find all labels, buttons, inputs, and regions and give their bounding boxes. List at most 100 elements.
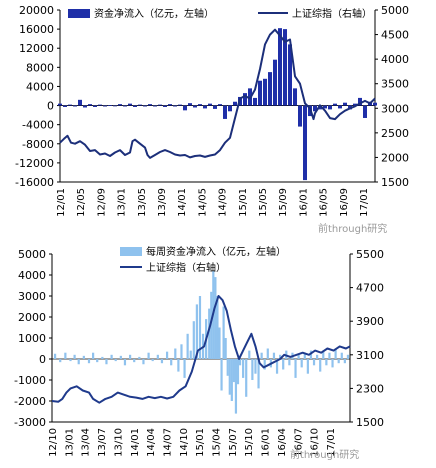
legend-bar-swatch (120, 247, 142, 256)
bar (272, 352, 276, 359)
bar (309, 350, 313, 359)
bar (220, 359, 223, 391)
bar (183, 359, 186, 378)
bar (188, 103, 192, 106)
bar (373, 102, 377, 106)
bar (283, 29, 287, 106)
bar (193, 105, 197, 108)
right-tick-label: 5000 (381, 4, 409, 17)
bar (258, 80, 262, 106)
right-tick-label: 4700 (356, 282, 384, 295)
bar (170, 359, 173, 366)
left-tick-label: 12000 (19, 42, 54, 55)
bar (118, 104, 122, 106)
bar (158, 104, 162, 106)
x-tick-label: 16/05 (319, 188, 330, 217)
x-tick-label: 17/01 (326, 428, 337, 457)
x-tick-label: 12/10 (48, 428, 59, 457)
bar (228, 359, 231, 395)
bar (186, 333, 189, 359)
bar (208, 103, 212, 106)
bar (224, 338, 227, 359)
x-tick-label: 13/01 (64, 428, 75, 457)
left-tick-label: 0 (47, 100, 54, 113)
bar (278, 28, 282, 106)
bar (222, 306, 225, 359)
x-tick-label: 16/10 (310, 428, 321, 457)
bar (177, 359, 180, 372)
bar (63, 105, 67, 107)
left-tick-label: 16000 (19, 23, 54, 36)
bar (138, 104, 142, 106)
bar (210, 291, 213, 359)
bar (69, 359, 72, 362)
x-tick-label: 16/09 (339, 188, 350, 217)
bar (318, 105, 322, 110)
bar (88, 104, 92, 106)
index-line (59, 28, 376, 159)
bar (243, 93, 247, 106)
legend-line-label: 上证综指（右轴） (292, 7, 372, 20)
bar (105, 359, 108, 365)
x-tick-label: 14/07 (162, 428, 173, 457)
bar (245, 359, 248, 397)
bar (128, 354, 132, 359)
bar (133, 359, 136, 363)
bar (189, 350, 192, 359)
bar (87, 359, 91, 364)
bar (68, 104, 72, 106)
bar (213, 105, 217, 109)
bar (333, 103, 337, 106)
right-tick-label: 3100 (356, 349, 384, 362)
x-tick-label: 12/09 (96, 188, 107, 217)
left-tick-label: 4000 (18, 269, 46, 282)
bar (312, 359, 316, 366)
bar (288, 359, 291, 366)
x-tick-label: 15/09 (278, 188, 289, 217)
x-tick-label: 13/09 (157, 188, 168, 217)
bar (214, 277, 217, 359)
bar (223, 105, 227, 119)
x-tick-label: 15/07 (228, 428, 239, 457)
legend-bar-swatch (68, 9, 90, 18)
bar (363, 105, 367, 118)
bar (208, 308, 211, 359)
bar (58, 103, 62, 106)
left-tick-label: -3000 (14, 416, 46, 429)
bar (92, 352, 95, 359)
bar (133, 105, 137, 107)
left-tick-label: -8000 (22, 138, 54, 151)
x-tick-label: 15/10 (244, 428, 255, 457)
bar (195, 304, 198, 359)
bar (251, 359, 254, 380)
x-tick-label: 13/07 (97, 428, 108, 457)
bar (119, 355, 122, 359)
bar (143, 105, 147, 107)
bar (113, 105, 117, 107)
bar (334, 348, 337, 359)
bar (73, 354, 76, 359)
bar (108, 105, 112, 106)
bar (218, 327, 221, 359)
bar (64, 352, 67, 359)
left-tick-label: -2000 (14, 395, 46, 408)
bar (148, 104, 152, 106)
x-tick-label: 14/04 (146, 428, 157, 457)
x-tick-label: 14/10 (179, 428, 190, 457)
bar-series (53, 270, 350, 414)
bar (163, 105, 167, 107)
bar (101, 356, 104, 359)
bar (236, 359, 240, 385)
bar (173, 105, 177, 107)
bar (238, 359, 242, 366)
bar (53, 353, 57, 359)
bar (147, 352, 150, 359)
right-tick-label: 4000 (381, 53, 409, 66)
x-tick-label: 13/05 (137, 188, 148, 217)
x-tick-label: 16/01 (261, 428, 272, 457)
bar (203, 105, 207, 109)
bar (156, 354, 159, 359)
bar (275, 359, 279, 374)
bar (298, 105, 302, 127)
bar (263, 359, 266, 370)
